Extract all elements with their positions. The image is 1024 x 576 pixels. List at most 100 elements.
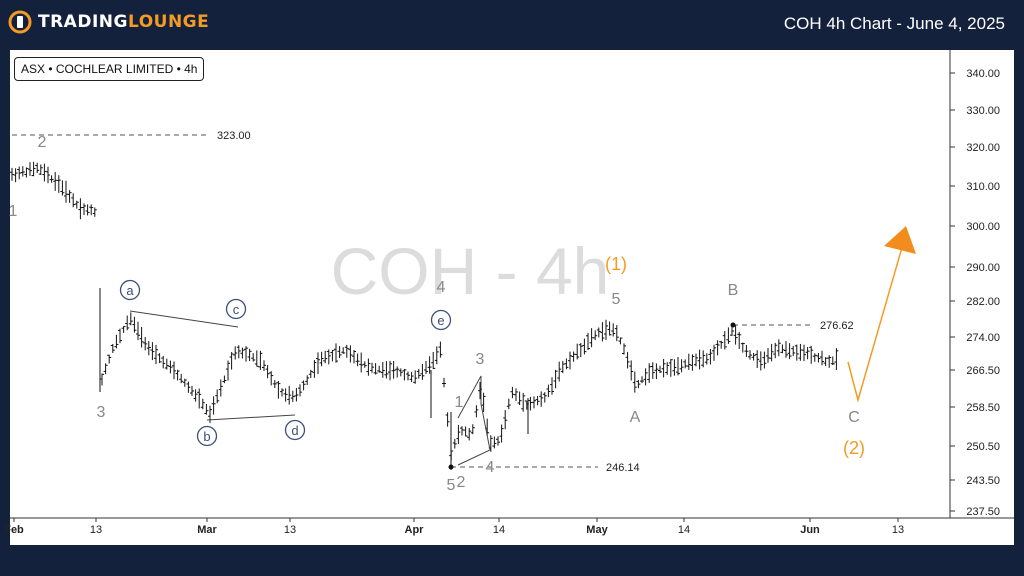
ohlc-bar	[420, 364, 425, 380]
ohlc-bar	[715, 340, 720, 356]
trendline-lower-triangle	[206, 414, 296, 421]
ohlc-bar	[398, 368, 403, 377]
ohlc-bar	[215, 389, 220, 404]
circled-label-a: a	[119, 279, 141, 301]
wave-label-4: 4	[437, 279, 446, 296]
ohlc-bar	[46, 166, 50, 184]
ohlc-bar	[172, 361, 176, 380]
ohlc-bar	[31, 161, 36, 177]
ohlc-bar	[571, 351, 576, 362]
ohlc-bar	[791, 345, 796, 356]
ohlc-bar	[578, 343, 583, 358]
ohlc-bar	[211, 396, 216, 415]
ohlc-bar	[830, 356, 835, 366]
projection-path	[847, 243, 904, 403]
ohlc-bar	[272, 380, 277, 389]
ohlc-bar	[308, 369, 313, 378]
ohlc-bar	[222, 375, 227, 384]
ohlc-bar	[233, 346, 238, 360]
brand-name: TRADINGLOUNGE	[38, 12, 209, 32]
ohlc-bar	[71, 193, 76, 208]
ohlc-bar	[560, 360, 565, 374]
y-tick-label: 258.50	[966, 402, 1000, 414]
ohlc-bar	[200, 398, 205, 410]
ohlc-bar	[35, 162, 40, 174]
x-tick-label: Feb	[4, 524, 24, 536]
ohlc-bar	[521, 392, 526, 412]
ohlc-bar	[373, 363, 378, 375]
ohlc-bar	[413, 370, 418, 384]
ohlc-bar	[67, 190, 72, 203]
ohlc-bar	[139, 326, 144, 348]
ohlc-bar	[625, 351, 630, 369]
brand-logo: TRADINGLOUNGE	[8, 10, 209, 34]
ohlc-bar	[391, 360, 396, 379]
ohlc-bar	[341, 347, 346, 354]
ohlc-bar	[812, 353, 817, 362]
ohlc-bar	[460, 426, 464, 436]
ohlc-bar	[78, 198, 83, 220]
y-tick-label: 330.00	[966, 105, 1000, 117]
ohlc-bar	[499, 424, 504, 443]
ohlc-bar	[427, 356, 432, 374]
ohlc-bar	[510, 386, 515, 399]
y-tick-label: 274.00	[966, 332, 1000, 344]
ohlc-bar	[132, 316, 137, 333]
ohlc-bar	[258, 350, 263, 370]
ohlc-bar	[92, 207, 97, 217]
ohlc-bar	[193, 389, 198, 402]
ohlc-bar	[722, 331, 727, 350]
ohlc-bar	[64, 180, 68, 203]
ohlc-bar	[463, 426, 468, 437]
ohlc-bar	[748, 350, 752, 360]
ohlc-bar	[366, 358, 371, 376]
level-label-276: 276.62	[820, 320, 854, 332]
ohlc-bar	[244, 346, 248, 362]
ohlc-bar	[798, 343, 803, 361]
ohlc-bar	[388, 360, 392, 381]
ohlc-bar	[643, 368, 648, 386]
x-tick-label: May	[586, 524, 608, 536]
ohlc-bar	[658, 365, 662, 374]
ohlc-bar	[85, 204, 90, 216]
ohlc-bar	[769, 343, 774, 362]
ohlc-bar	[362, 361, 367, 368]
ohlc-bar	[589, 328, 594, 348]
header: TRADINGLOUNGE COH 4h Chart - June 4, 202…	[0, 0, 1024, 46]
ohlc-bar	[100, 373, 104, 386]
ohlc-bar	[719, 340, 724, 349]
y-tick-label: 320.00	[966, 142, 1000, 154]
ohlc-bar	[686, 353, 691, 370]
brand-name-right: LOUNGE	[127, 12, 210, 32]
ohlc-bar	[359, 352, 364, 373]
ohlc-bar	[28, 162, 32, 176]
ohlc-bar	[344, 344, 349, 358]
ohlc-bar	[17, 166, 22, 180]
ohlc-bar	[550, 377, 554, 395]
x-tick-label: Mar	[197, 524, 217, 536]
ohlc-bar	[650, 362, 655, 380]
ohlc-bar	[445, 412, 450, 427]
watermark: COH - 4h	[331, 234, 610, 308]
ohlc-bar	[834, 348, 839, 370]
ohlc-bars	[10, 161, 839, 470]
ohlc-bar	[380, 362, 385, 378]
ohlc-bar	[82, 203, 86, 215]
ohlc-bar	[409, 371, 414, 383]
ohlc-bar	[632, 371, 637, 393]
wave-label-sub-5: 5	[612, 291, 621, 308]
ohlc-bar	[654, 363, 659, 380]
ohlc-bar	[384, 361, 389, 379]
level-label-246: 246.14	[606, 462, 640, 474]
ohlc-bar	[679, 359, 684, 373]
ohlc-bar	[128, 312, 133, 326]
ohlc-bar	[262, 360, 266, 371]
ohlc-bar	[416, 368, 421, 379]
ohlc-bar	[190, 385, 194, 396]
ohlc-bar	[640, 376, 644, 384]
ohlc-bar	[226, 360, 230, 381]
ohlc-bar	[614, 325, 619, 342]
ohlc-bar	[125, 315, 130, 331]
ohlc-bar	[143, 336, 148, 351]
